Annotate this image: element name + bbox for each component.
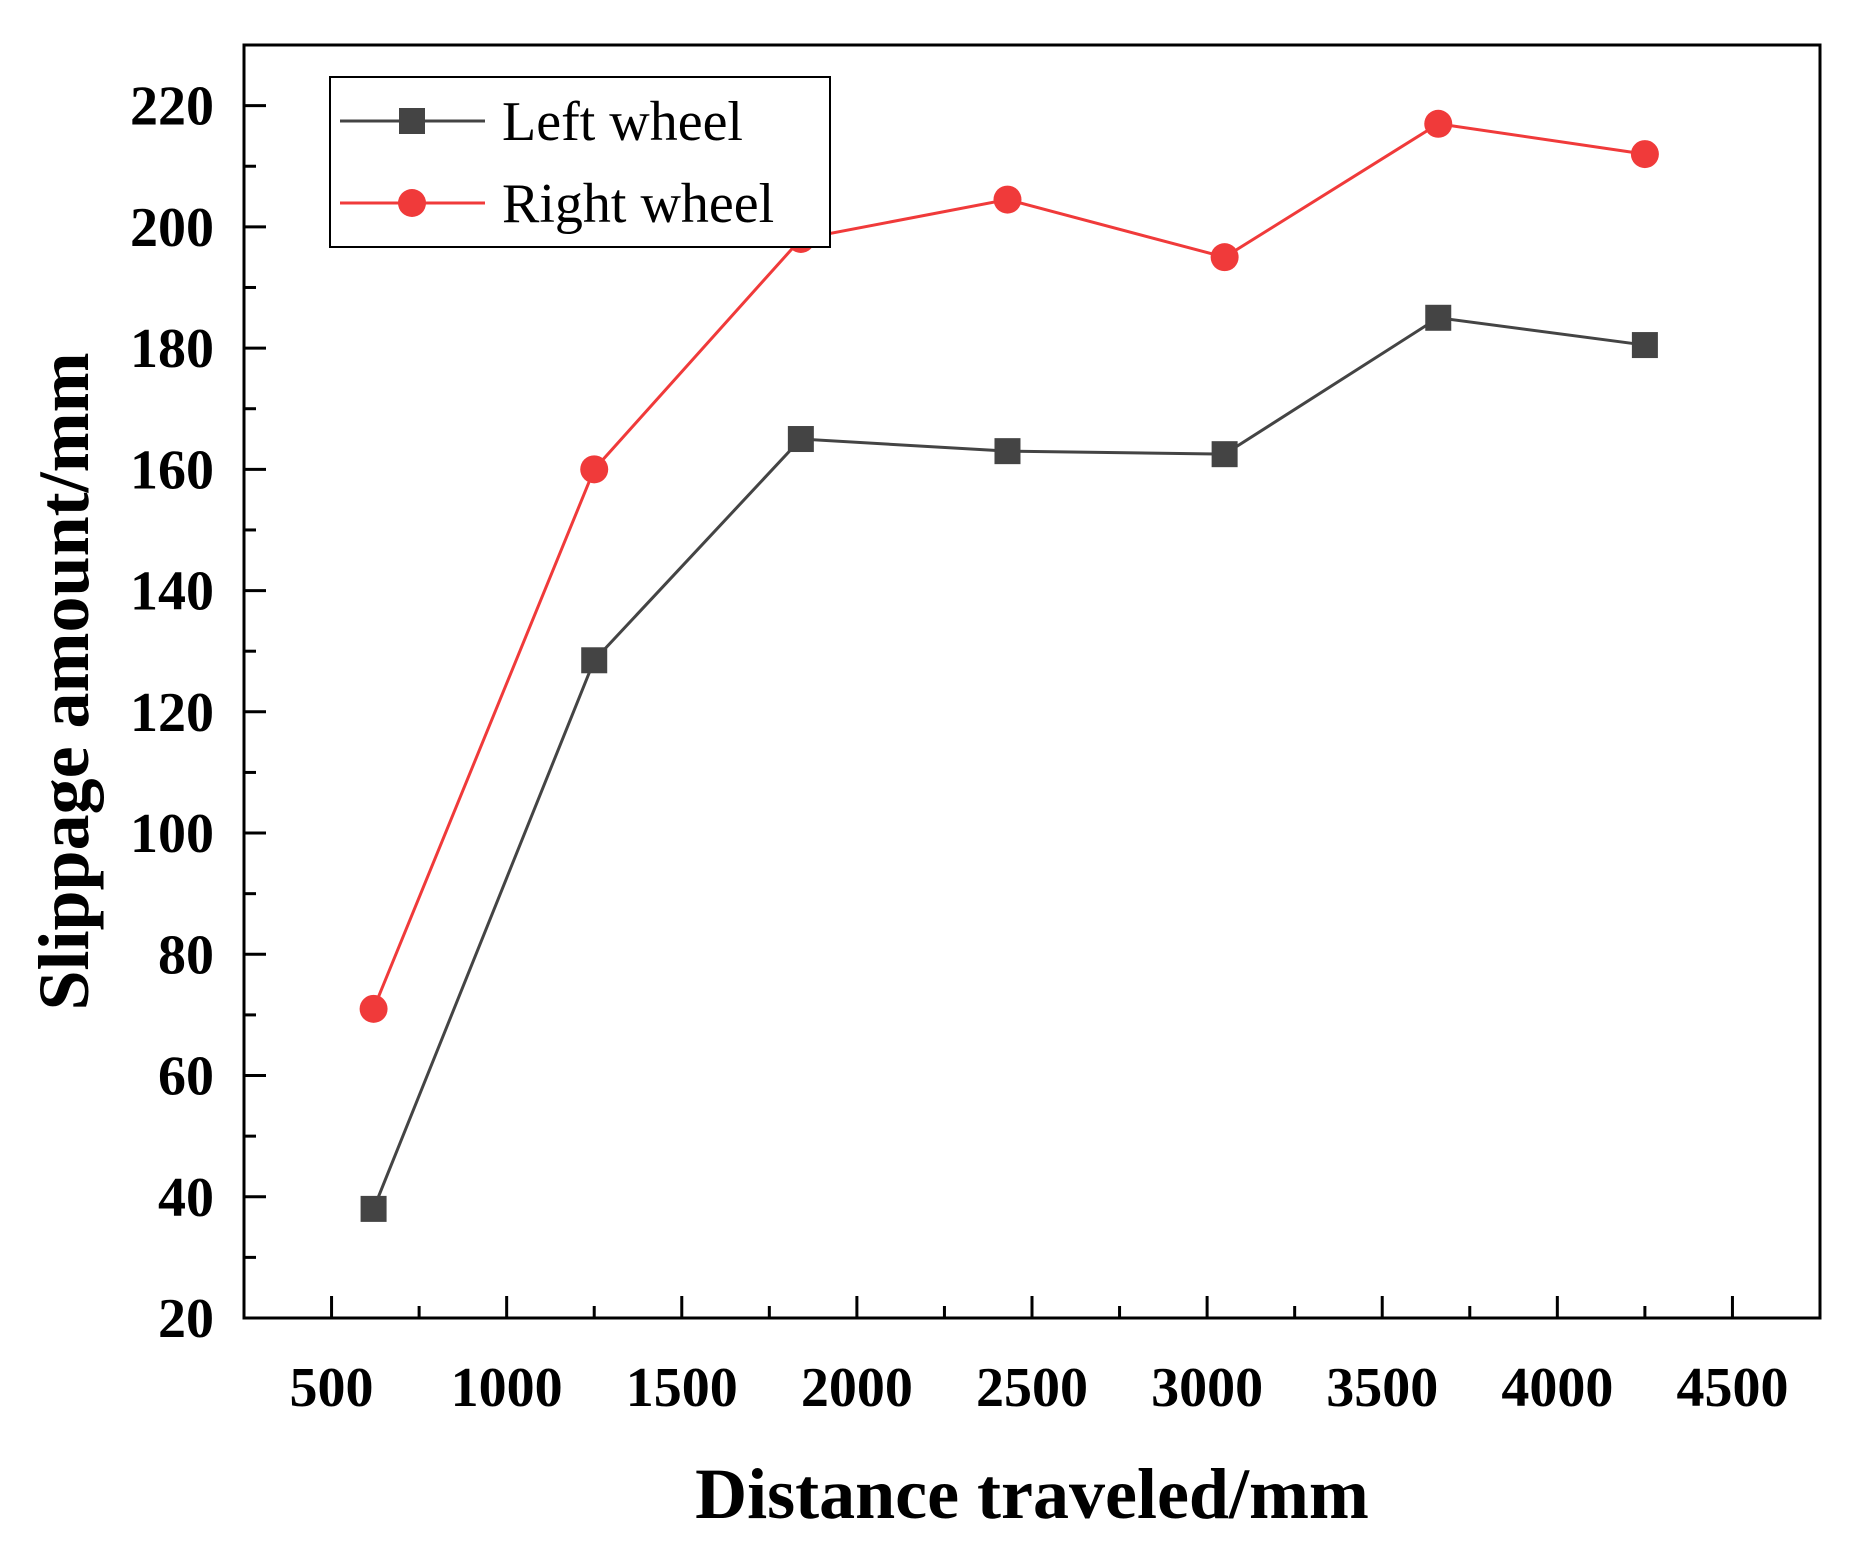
legend-marker-circle <box>398 189 426 217</box>
x-tick-label: 2000 <box>801 1357 913 1419</box>
tick-labels: 500 1000 1500 2000 2500 3000 3500 4000 4500 20 40 6… <box>130 76 1788 1419</box>
y-tick-label: 100 <box>130 803 214 865</box>
series-layer <box>359 109 1659 1222</box>
data-point-circle <box>1424 109 1453 138</box>
x-tick-label: 4500 <box>1676 1357 1788 1419</box>
data-point-square <box>1425 304 1452 331</box>
data-point-square <box>994 438 1021 465</box>
y-tick-label: 60 <box>158 1046 214 1108</box>
data-point-circle <box>993 185 1022 214</box>
y-tick-label: 20 <box>158 1288 214 1350</box>
data-point-circle <box>580 455 609 484</box>
data-point-circle <box>359 994 388 1023</box>
data-point-square <box>581 647 608 674</box>
x-axis-title: Distance traveled/mm <box>695 1454 1369 1534</box>
series-line <box>372 122 1646 1010</box>
y-tick-label: 220 <box>130 76 214 138</box>
y-tick-label: 140 <box>130 561 214 623</box>
y-tick-label: 40 <box>158 1167 214 1229</box>
x-tick-label: 1000 <box>451 1357 563 1419</box>
legend-marker-square <box>399 108 425 134</box>
x-tick-label: 500 <box>290 1357 374 1419</box>
x-tick-label: 3000 <box>1151 1357 1263 1419</box>
data-point-square <box>1631 332 1658 359</box>
legend-box <box>329 76 831 248</box>
data-point-circle <box>1630 140 1659 169</box>
x-tick-label: 2500 <box>976 1357 1088 1419</box>
data-point-square <box>1211 441 1238 468</box>
data-point-square <box>787 426 814 453</box>
y-tick-label: 180 <box>130 318 214 380</box>
x-tick-label: 3500 <box>1326 1357 1438 1419</box>
axis-ticks <box>244 104 1734 1320</box>
y-tick-label: 80 <box>158 924 214 986</box>
y-axis-title: Slippage amount/mm <box>24 352 104 1010</box>
x-tick-label: 1500 <box>626 1357 738 1419</box>
legend: Left wheel Right wheel <box>329 76 831 248</box>
x-tick-label: 4000 <box>1501 1357 1613 1419</box>
y-tick-label: 160 <box>130 439 214 501</box>
data-point-square <box>360 1195 387 1222</box>
y-tick-label: 200 <box>130 197 214 259</box>
plot-frame <box>242 43 1822 1320</box>
legend-label: Right wheel <box>502 173 774 235</box>
series-left-wheel <box>360 304 1658 1222</box>
legend-label: Left wheel <box>502 91 743 153</box>
data-point-circle <box>1210 243 1239 272</box>
y-tick-label: 120 <box>130 682 214 744</box>
